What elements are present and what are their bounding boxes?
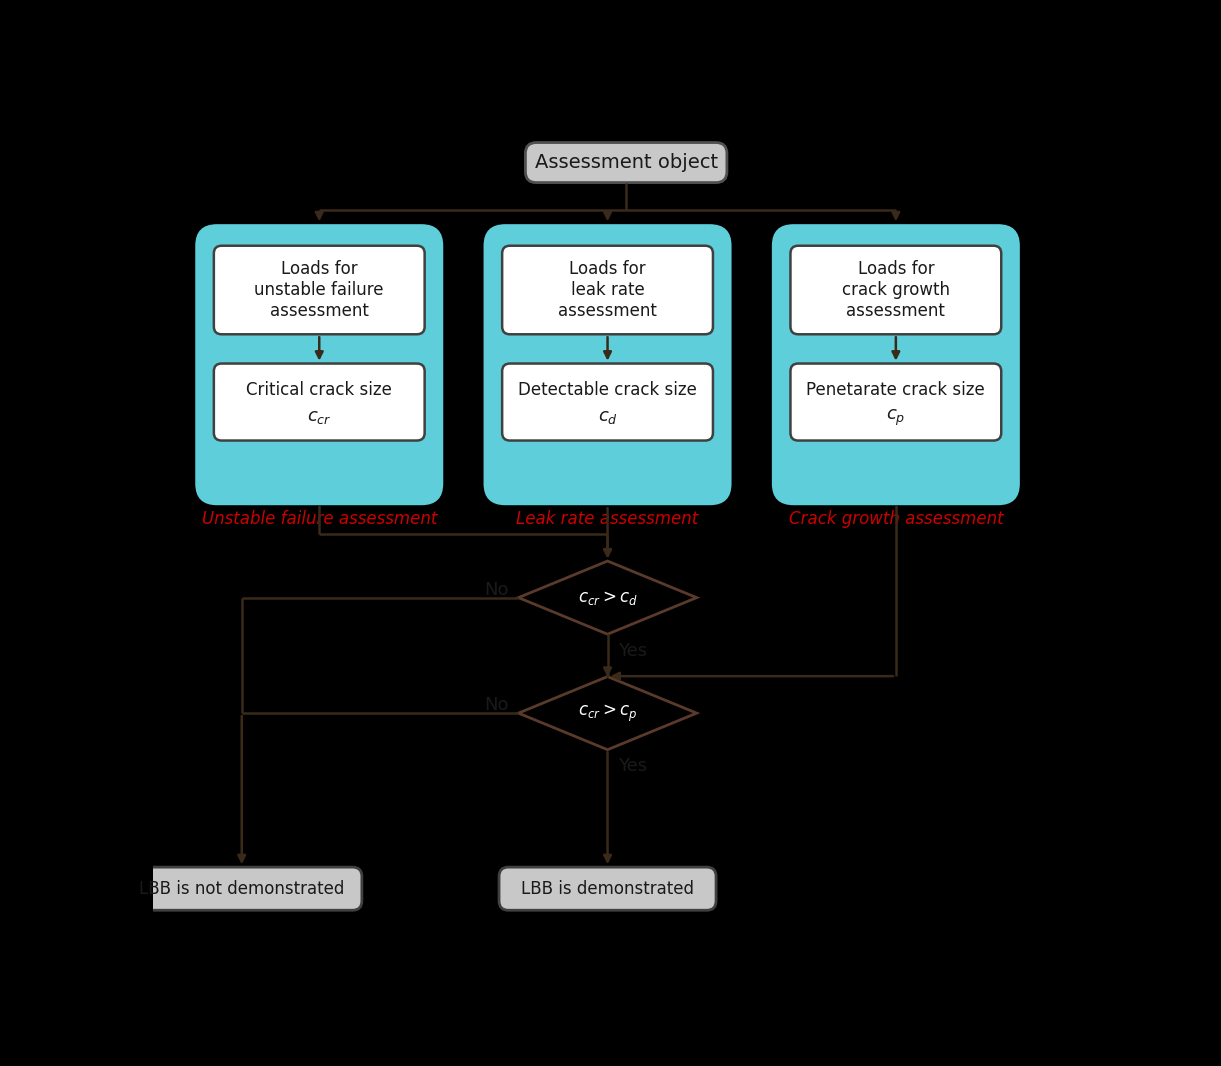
Text: Yes: Yes bbox=[618, 642, 647, 660]
Text: LBB is not demonstrated: LBB is not demonstrated bbox=[139, 879, 344, 898]
Text: $c_{cr}> c_d$: $c_{cr}> c_d$ bbox=[578, 588, 637, 607]
FancyBboxPatch shape bbox=[790, 246, 1001, 335]
Polygon shape bbox=[519, 677, 697, 749]
Text: LBB is demonstrated: LBB is demonstrated bbox=[521, 879, 694, 898]
Text: Unstable failure assessment: Unstable failure assessment bbox=[201, 510, 437, 528]
FancyBboxPatch shape bbox=[499, 867, 716, 910]
Polygon shape bbox=[519, 561, 697, 634]
FancyBboxPatch shape bbox=[502, 364, 713, 440]
Text: $c_{cr}$: $c_{cr}$ bbox=[306, 408, 332, 426]
Text: No: No bbox=[485, 696, 509, 714]
FancyBboxPatch shape bbox=[790, 364, 1001, 440]
FancyBboxPatch shape bbox=[122, 867, 361, 910]
Text: Loads for
leak rate
assessment: Loads for leak rate assessment bbox=[558, 260, 657, 320]
FancyBboxPatch shape bbox=[484, 224, 731, 505]
Text: Crack growth assessment: Crack growth assessment bbox=[789, 510, 1004, 528]
Text: Detectable crack size: Detectable crack size bbox=[518, 382, 697, 400]
FancyBboxPatch shape bbox=[772, 224, 1020, 505]
FancyBboxPatch shape bbox=[502, 246, 713, 335]
Text: Critical crack size: Critical crack size bbox=[247, 382, 392, 400]
Text: $c_d$: $c_d$ bbox=[597, 408, 618, 426]
FancyBboxPatch shape bbox=[195, 224, 443, 505]
Text: Penetarate crack size: Penetarate crack size bbox=[807, 382, 985, 400]
FancyBboxPatch shape bbox=[214, 246, 425, 335]
FancyBboxPatch shape bbox=[214, 364, 425, 440]
Text: Leak rate assessment: Leak rate assessment bbox=[516, 510, 698, 528]
Text: $c_{cr}> c_p$: $c_{cr}> c_p$ bbox=[578, 702, 637, 724]
Text: Loads for
crack growth
assessment: Loads for crack growth assessment bbox=[841, 260, 950, 320]
Text: Loads for
unstable failure
assessment: Loads for unstable failure assessment bbox=[254, 260, 383, 320]
Text: Assessment object: Assessment object bbox=[535, 154, 718, 172]
Text: $c_p$: $c_p$ bbox=[886, 407, 906, 427]
Text: Yes: Yes bbox=[618, 757, 647, 775]
Text: No: No bbox=[485, 581, 509, 599]
FancyBboxPatch shape bbox=[525, 143, 726, 182]
